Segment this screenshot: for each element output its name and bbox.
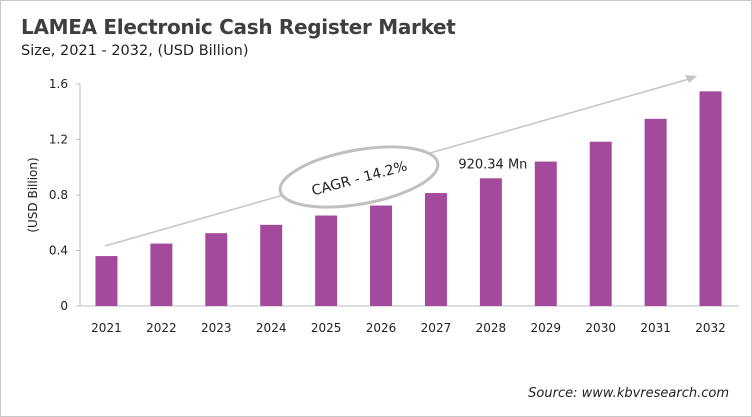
bar-2028 bbox=[479, 178, 502, 306]
y-tick-label: 0.4 bbox=[49, 244, 68, 258]
x-tick-label: 2029 bbox=[531, 321, 562, 335]
y-tick-label: 1.2 bbox=[49, 133, 68, 147]
bar-2031 bbox=[644, 118, 667, 306]
y-tick-label: 0.8 bbox=[49, 188, 68, 202]
x-tick-label: 2025 bbox=[311, 321, 342, 335]
x-tick-label: 2026 bbox=[366, 321, 397, 335]
bars bbox=[95, 91, 722, 306]
bar-2030 bbox=[589, 141, 612, 306]
trend-arrowhead bbox=[685, 75, 697, 83]
bar-2023 bbox=[205, 233, 228, 306]
x-tick-label: 2028 bbox=[476, 321, 507, 335]
chart-subtitle: Size, 2021 - 2032, (USD Billion) bbox=[21, 43, 249, 59]
x-tick-label: 2022 bbox=[146, 321, 177, 335]
bar-2027 bbox=[424, 193, 447, 306]
y-tick-label: 0 bbox=[60, 299, 68, 313]
cagr-ellipse bbox=[278, 145, 440, 209]
x-tick-label: 2021 bbox=[91, 321, 122, 335]
x-tick-label: 2030 bbox=[585, 321, 616, 335]
bar-2032 bbox=[699, 91, 722, 306]
x-tick-label: 2024 bbox=[256, 321, 287, 335]
bar-2029 bbox=[534, 161, 557, 306]
value-label-2028: 920.34 Mn bbox=[458, 157, 527, 172]
bar-2022 bbox=[150, 243, 173, 306]
x-tick-label: 2031 bbox=[640, 321, 671, 335]
bar-2024 bbox=[260, 224, 283, 306]
axes bbox=[76, 83, 739, 307]
chart-title: LAMEA Electronic Cash Register Market bbox=[21, 15, 456, 39]
x-tick-label: 2023 bbox=[201, 321, 232, 335]
x-tick-labels: 2021 2022 2023 2024 2025 2026 2027 2028 2029 2030… bbox=[91, 321, 726, 335]
y-axis-label: (USD Billion) bbox=[26, 157, 40, 232]
y-tick-labels: 0 0.4 0.8 1.2 1.6 bbox=[49, 77, 68, 313]
x-tick-label: 2027 bbox=[421, 321, 452, 335]
source-text: Source: www.kbvresearch.com bbox=[528, 386, 729, 401]
bar-2025 bbox=[315, 215, 338, 306]
x-tick-label: 2032 bbox=[695, 321, 726, 335]
bar-2026 bbox=[370, 205, 393, 306]
y-tick-label: 1.6 bbox=[49, 77, 68, 91]
bar-2021 bbox=[95, 256, 118, 306]
